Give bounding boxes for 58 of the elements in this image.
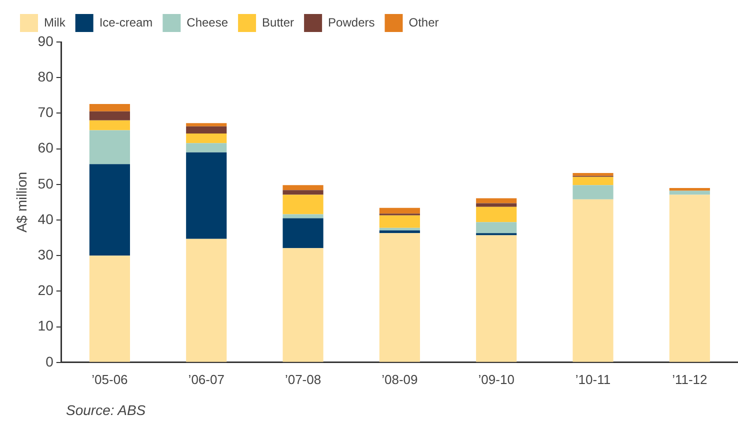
y-tick-label: 20 <box>38 282 54 298</box>
legend-label: Other <box>408 15 439 30</box>
bar <box>379 215 420 228</box>
bar <box>476 198 517 204</box>
legend-label: Butter <box>262 15 294 30</box>
bar <box>186 123 227 126</box>
bar <box>572 173 614 176</box>
y-tick-label: 10 <box>38 318 54 334</box>
bar <box>186 152 227 239</box>
bar <box>572 185 614 200</box>
bar <box>669 194 710 362</box>
bar <box>89 111 130 120</box>
y-axis-title: A$ million <box>13 172 30 233</box>
y-tick-label: 60 <box>38 140 54 156</box>
bar <box>669 188 710 191</box>
bar <box>282 194 324 214</box>
legend-label: Cheese <box>186 15 228 30</box>
source-note: Source: ABS <box>66 402 146 418</box>
bar <box>89 120 130 130</box>
y-tick-label: 40 <box>38 210 54 227</box>
bar <box>89 104 130 112</box>
x-tick-label: ’09-10 <box>478 372 514 387</box>
bar <box>476 203 517 207</box>
bar <box>186 126 227 134</box>
bar <box>89 256 130 362</box>
y-tick-label: 70 <box>38 104 54 120</box>
bar <box>282 218 324 248</box>
legend-label: Milk <box>44 15 66 30</box>
x-tick-label: ’05-06 <box>92 372 128 387</box>
bar <box>282 248 324 362</box>
bar <box>186 133 227 144</box>
bar <box>282 190 324 195</box>
bar <box>572 199 614 362</box>
y-tick-label: 80 <box>38 68 54 84</box>
bar <box>379 208 420 214</box>
bar <box>282 185 324 190</box>
x-tick-label: ’10-11 <box>575 372 611 387</box>
y-tick-label: 30 <box>38 246 54 262</box>
bar <box>379 228 420 230</box>
legend-label: Powders <box>328 15 375 30</box>
bar <box>186 238 227 362</box>
legend-label: Ice-cream <box>99 15 153 30</box>
y-tick-label: 90 <box>38 32 54 49</box>
y-tick-label: 0 <box>46 353 54 370</box>
bar <box>572 176 614 186</box>
bar <box>476 206 517 222</box>
x-tick-label: ’07-08 <box>284 372 322 387</box>
bar <box>476 222 517 234</box>
bar <box>282 214 324 218</box>
x-tick-label: ’08-09 <box>382 372 418 387</box>
bar <box>476 235 517 362</box>
bar <box>89 130 130 164</box>
y-tick-label: 50 <box>38 175 54 192</box>
bar <box>379 233 420 362</box>
x-tick-label: ’06-07 <box>188 372 224 387</box>
bar <box>186 143 227 152</box>
x-tick-label: ’11-12 <box>672 372 708 387</box>
bar <box>89 164 130 256</box>
